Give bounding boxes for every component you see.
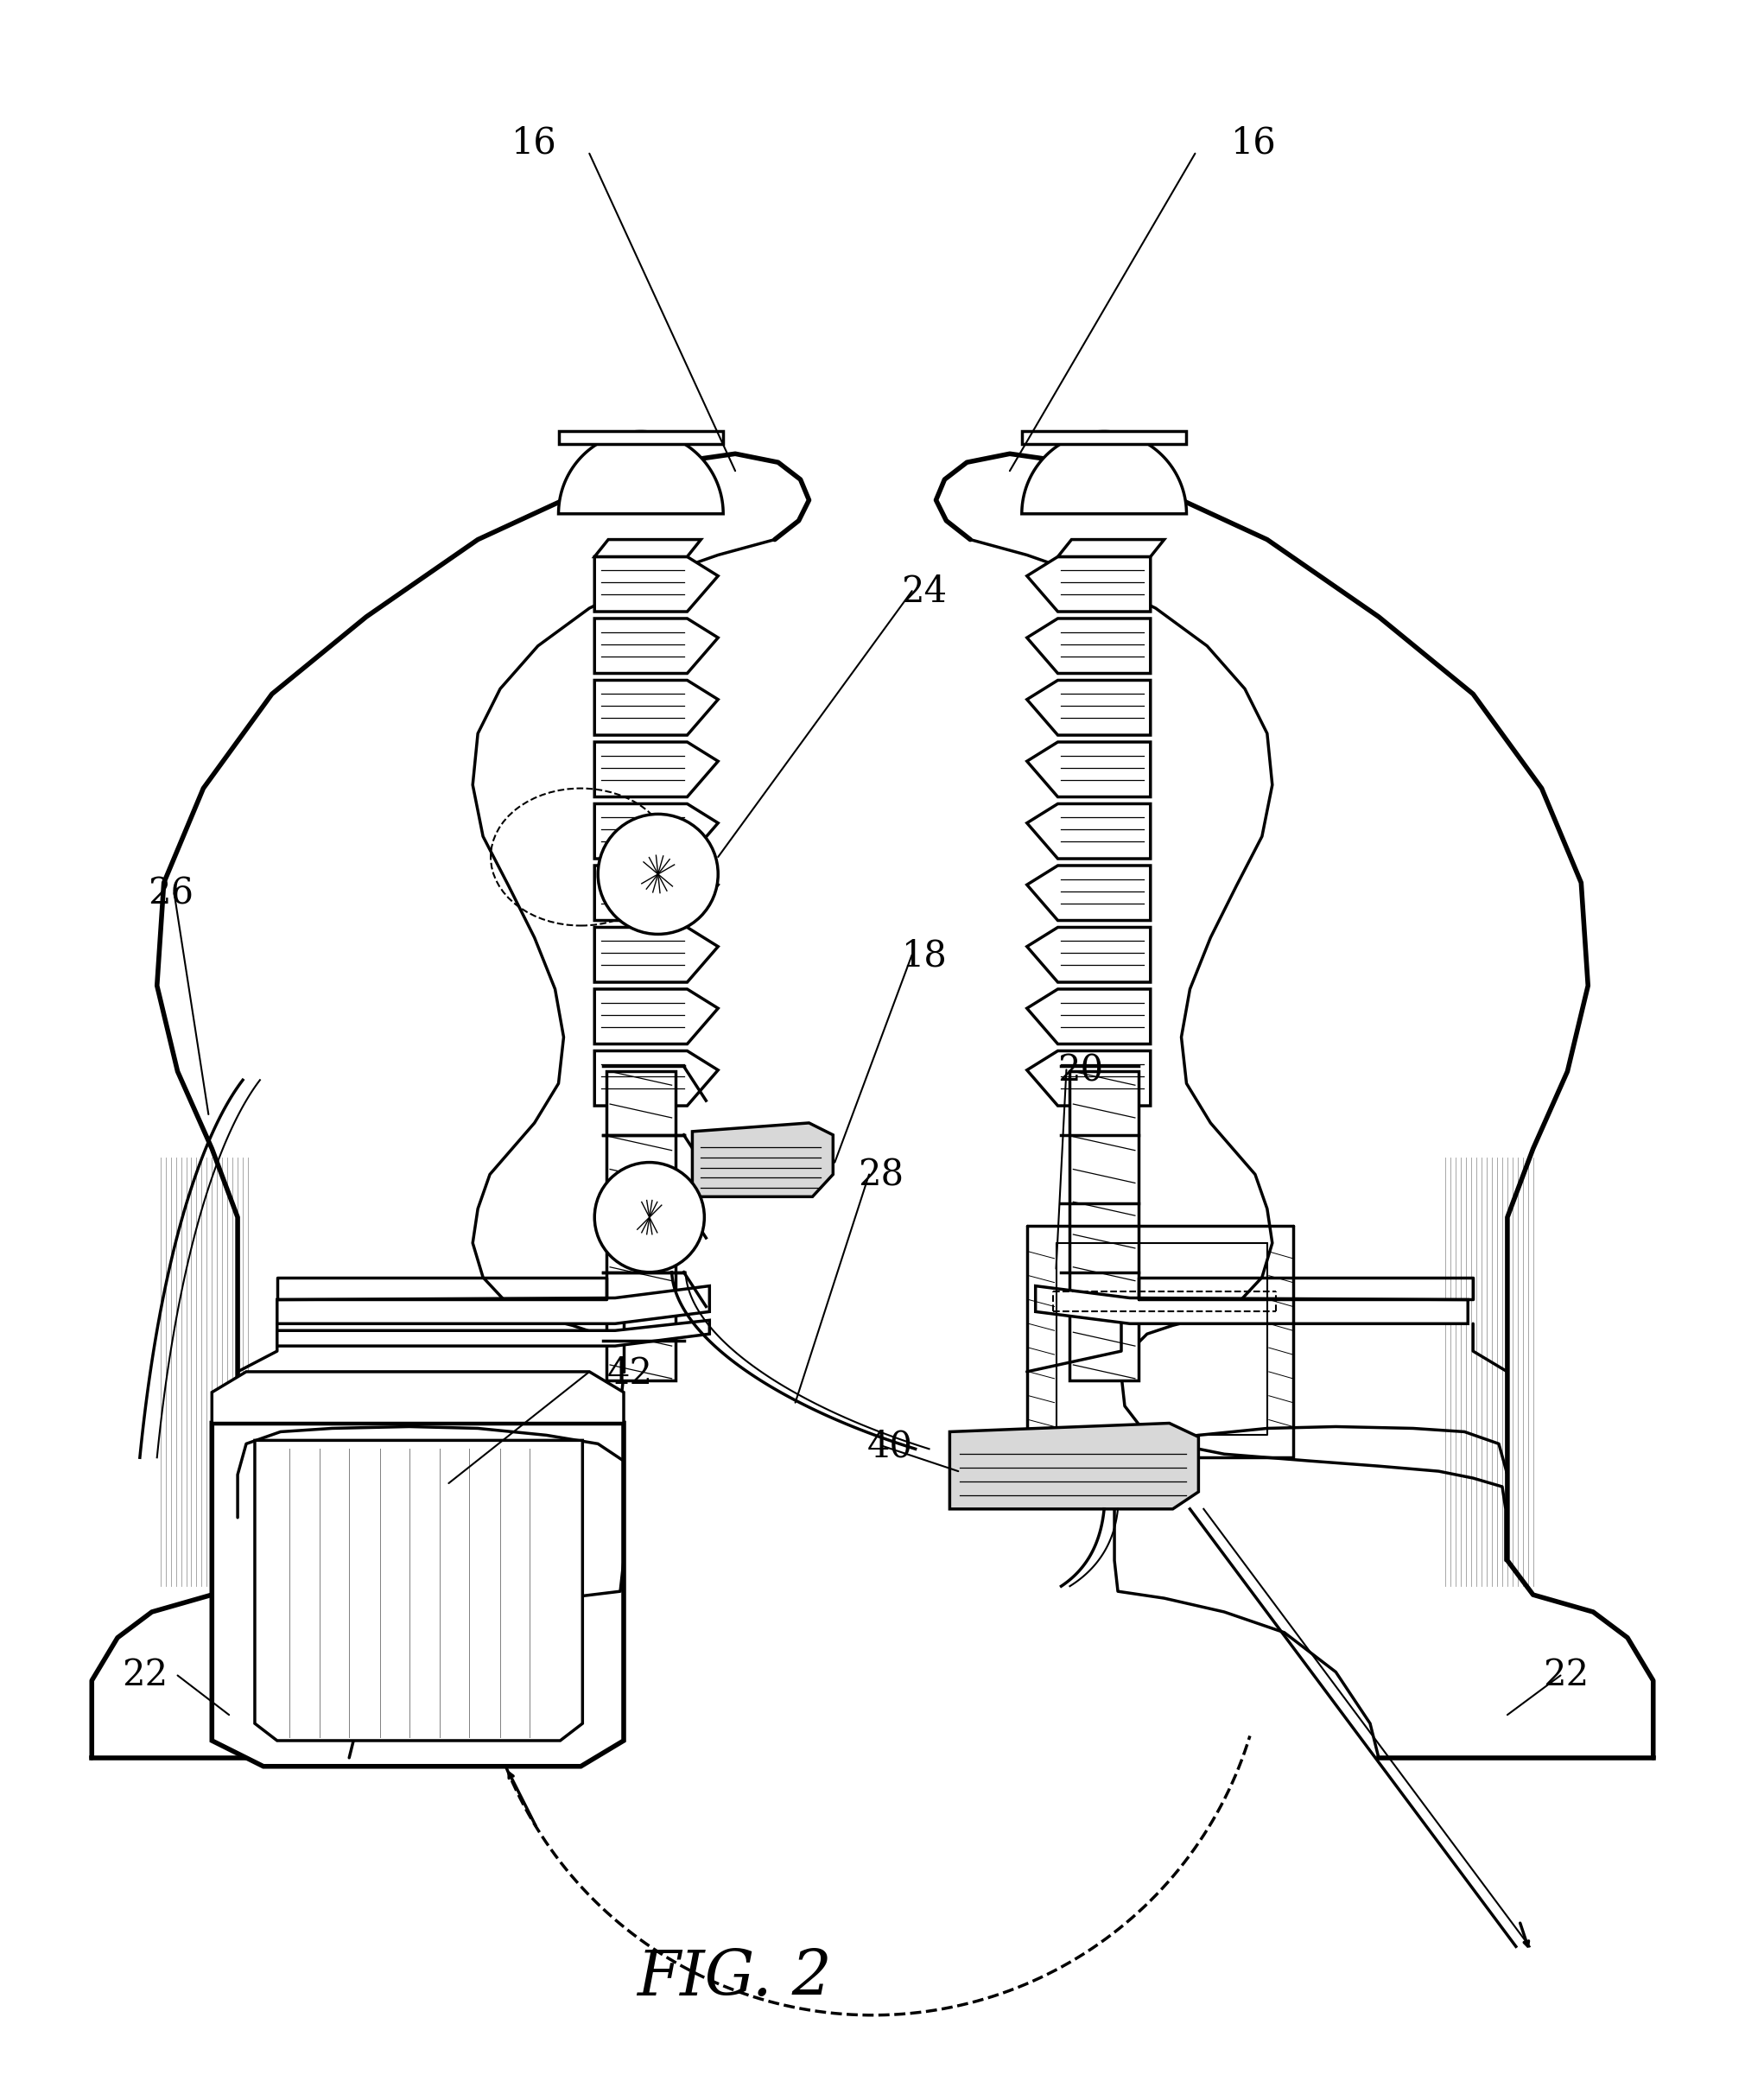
Text: 20: 20 — [1057, 1052, 1103, 1090]
Polygon shape — [1026, 1050, 1150, 1107]
Text: 42: 42 — [607, 1355, 653, 1392]
Text: 40: 40 — [867, 1428, 913, 1464]
Polygon shape — [1070, 1071, 1138, 1380]
Polygon shape — [595, 680, 719, 735]
Polygon shape — [1026, 741, 1150, 796]
Polygon shape — [595, 741, 719, 796]
Text: 18: 18 — [902, 939, 948, 974]
Polygon shape — [595, 928, 719, 983]
Text: 28: 28 — [859, 1157, 904, 1193]
Polygon shape — [1026, 680, 1150, 735]
Polygon shape — [1026, 865, 1150, 920]
Polygon shape — [277, 1321, 710, 1346]
Polygon shape — [1026, 620, 1150, 674]
Text: 16: 16 — [511, 126, 557, 162]
Polygon shape — [693, 1124, 832, 1197]
Polygon shape — [595, 989, 719, 1044]
Polygon shape — [595, 620, 719, 674]
Polygon shape — [211, 1424, 623, 1766]
Text: FIG. 2: FIG. 2 — [637, 1947, 831, 2008]
Polygon shape — [1026, 556, 1150, 611]
Text: 16: 16 — [1230, 126, 1277, 162]
Polygon shape — [595, 556, 719, 611]
Polygon shape — [277, 1285, 710, 1323]
Polygon shape — [558, 430, 722, 514]
Polygon shape — [1057, 540, 1164, 556]
Circle shape — [595, 1163, 705, 1273]
Text: 24: 24 — [902, 573, 948, 609]
Polygon shape — [595, 540, 701, 556]
Polygon shape — [255, 1441, 583, 1741]
Circle shape — [599, 815, 719, 935]
Polygon shape — [211, 1371, 623, 1424]
Text: 22: 22 — [122, 1657, 168, 1693]
Polygon shape — [595, 1050, 719, 1107]
Polygon shape — [595, 865, 719, 920]
Polygon shape — [1023, 430, 1187, 443]
Polygon shape — [1026, 989, 1150, 1044]
Polygon shape — [607, 1071, 675, 1380]
Text: 22: 22 — [1543, 1657, 1588, 1693]
Polygon shape — [558, 430, 722, 443]
Polygon shape — [1026, 928, 1150, 983]
Polygon shape — [949, 1424, 1199, 1510]
Polygon shape — [1035, 1285, 1468, 1323]
Polygon shape — [1026, 804, 1150, 859]
Polygon shape — [1023, 430, 1187, 514]
Text: 26: 26 — [148, 876, 194, 911]
Polygon shape — [595, 804, 719, 859]
